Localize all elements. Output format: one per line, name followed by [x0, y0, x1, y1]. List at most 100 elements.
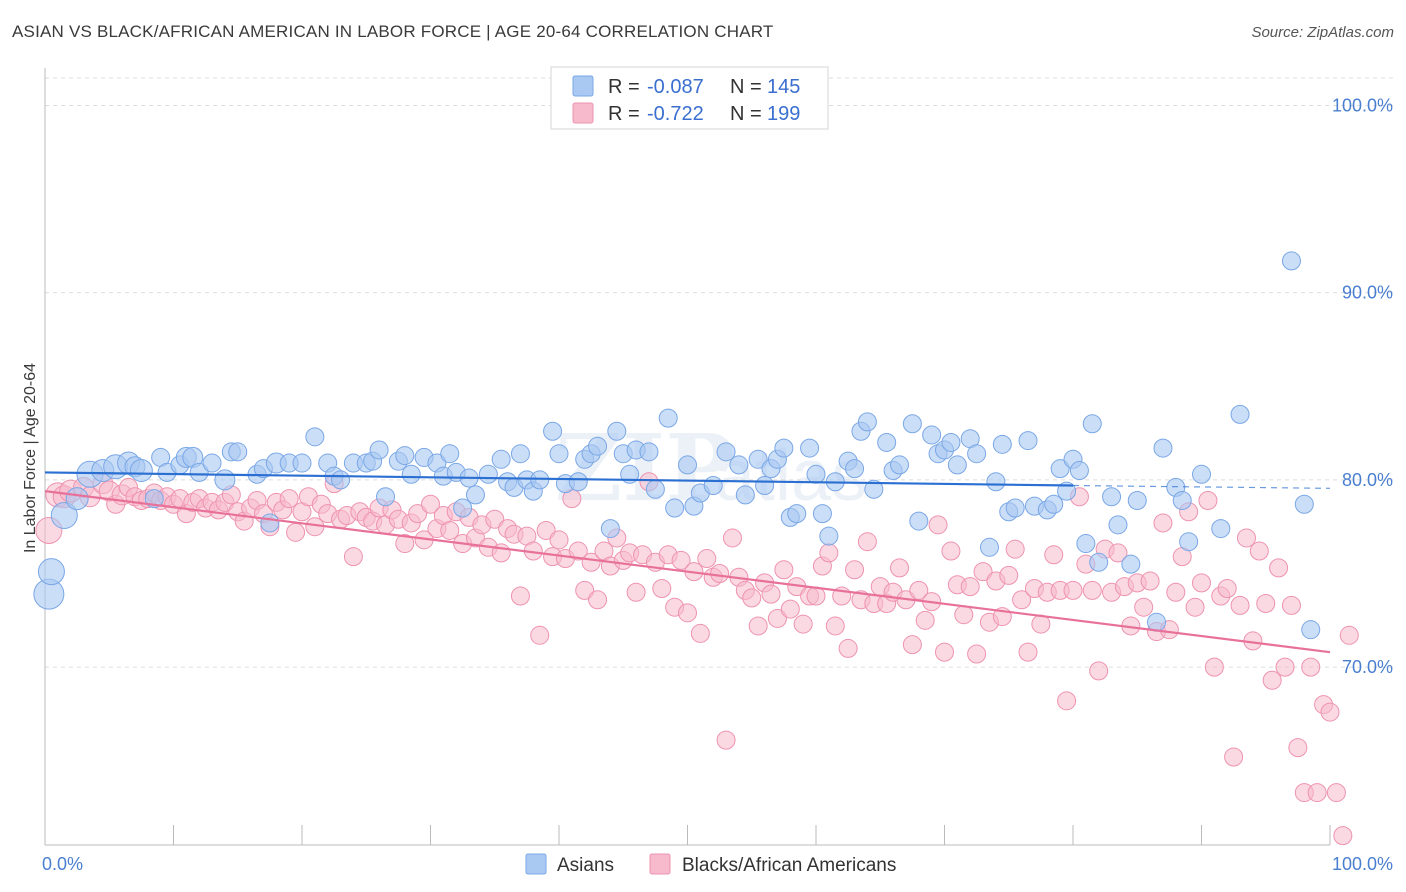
point-black-36	[286, 522, 306, 542]
point-asian-103	[941, 432, 961, 452]
legend-swatch-asians	[572, 75, 594, 97]
point-asian-132	[1192, 464, 1211, 484]
point-asian-127	[1147, 612, 1167, 632]
legend-swatch-blacks	[572, 102, 594, 124]
point-asian-133	[1211, 519, 1231, 539]
point-asian-91	[845, 459, 865, 479]
y-tick-label-80: 80.0%	[1342, 470, 1393, 490]
point-asian-54	[530, 470, 550, 490]
y-tick-label-100: 100.0%	[1332, 95, 1393, 115]
point-black-182	[1224, 747, 1244, 767]
point-black-179	[1204, 657, 1224, 677]
point-asian-109	[992, 434, 1012, 454]
point-black-183	[1230, 595, 1250, 615]
point-asian-35	[376, 487, 396, 507]
point-black-187	[1256, 593, 1276, 613]
point-black-89	[626, 582, 646, 602]
point-black-119	[819, 543, 839, 563]
point-black-93	[652, 578, 672, 598]
series-asians	[33, 251, 1321, 640]
point-asian-16	[189, 462, 209, 482]
point-asian-71	[678, 455, 697, 475]
point-black-120	[825, 616, 845, 636]
point-asian-46	[465, 485, 485, 505]
point-black-137	[935, 642, 954, 662]
point-asian-70	[665, 498, 685, 518]
point-asian-87	[812, 504, 832, 524]
point-asian-9	[129, 459, 153, 483]
point-black-108	[748, 616, 768, 636]
point-asian-112	[1018, 431, 1038, 451]
point-black-191	[1281, 595, 1301, 615]
point-asian-37	[395, 446, 415, 466]
source-credit: Source: ZipAtlas.com	[1251, 24, 1394, 41]
point-black-197	[1320, 702, 1340, 722]
point-asian-10	[144, 489, 164, 509]
point-black-157	[1063, 580, 1083, 600]
trend-lines	[44, 471, 1331, 654]
point-asian-88	[819, 526, 839, 546]
point-asian-34	[369, 440, 389, 460]
point-asian-115	[1044, 494, 1064, 514]
point-black-81	[575, 580, 595, 600]
point-black-149	[1012, 590, 1032, 610]
point-asian-116	[1050, 459, 1070, 479]
point-asian-68	[645, 479, 665, 499]
point-black-96	[671, 550, 691, 570]
point-asian-122	[1089, 552, 1109, 572]
legend-r-value-blacks: -0.722	[647, 103, 704, 125]
legend-r-label-asians: R =	[608, 76, 640, 98]
point-black-190	[1275, 657, 1295, 677]
chart-title: ASIAN VS BLACK/AFRICAN AMERICAN IN LABOR…	[12, 22, 774, 41]
point-black-82	[581, 552, 601, 572]
point-asian-69	[658, 408, 678, 428]
point-black-176	[1185, 597, 1205, 617]
point-asian-44	[453, 498, 473, 518]
point-asian-126	[1127, 490, 1147, 510]
legend-n-value-asians: 145	[767, 76, 800, 98]
point-black-133	[909, 580, 929, 600]
point-asian-97	[890, 455, 910, 475]
point-asian-98	[902, 414, 922, 434]
point-black-169	[1140, 571, 1160, 591]
y-tick-label-90: 90.0%	[1342, 283, 1393, 303]
x-tick-label-max: 100.0%	[1332, 854, 1393, 874]
point-asian-123	[1102, 487, 1122, 507]
point-black-75	[536, 520, 556, 540]
point-black-80	[568, 541, 588, 561]
point-asian-78	[748, 449, 768, 469]
point-asian-117	[1057, 481, 1077, 501]
point-black-200	[1339, 625, 1359, 645]
point-asian-17	[202, 453, 222, 473]
point-black-198	[1326, 783, 1346, 803]
point-asian-94	[864, 479, 884, 499]
point-asian-74	[703, 476, 723, 496]
point-asian-55	[543, 421, 563, 441]
point-black-140	[954, 605, 974, 625]
point-asian-99	[909, 511, 929, 531]
point-black-132	[902, 635, 922, 655]
y-tick-label-70: 70.0%	[1342, 657, 1393, 677]
point-asian-136	[1294, 494, 1314, 514]
x-tick-label-min: 0.0%	[42, 854, 83, 874]
point-asian-131	[1179, 532, 1199, 552]
y-tick-labels: 70.0% 80.0% 90.0% 100.0%	[1332, 95, 1393, 677]
point-black-60	[440, 520, 460, 540]
point-asian-42	[440, 444, 460, 464]
point-asian-30	[331, 470, 351, 490]
point-asian-124	[1108, 515, 1128, 535]
point-asian-128	[1153, 438, 1173, 458]
point-black-154	[1044, 545, 1064, 565]
point-black-83	[588, 590, 608, 610]
point-black-117	[806, 586, 826, 606]
point-asian-62	[600, 519, 620, 539]
point-asian-58	[568, 472, 588, 492]
point-black-123	[845, 560, 865, 580]
point-black-173	[1166, 582, 1186, 602]
trend-line-asians-extension	[1072, 484, 1331, 489]
legend-n-value-blacks: 199	[767, 103, 800, 125]
point-asian-23	[260, 513, 280, 533]
point-asian-18	[214, 469, 236, 491]
point-asian-27	[305, 427, 325, 447]
point-black-192	[1288, 738, 1308, 758]
